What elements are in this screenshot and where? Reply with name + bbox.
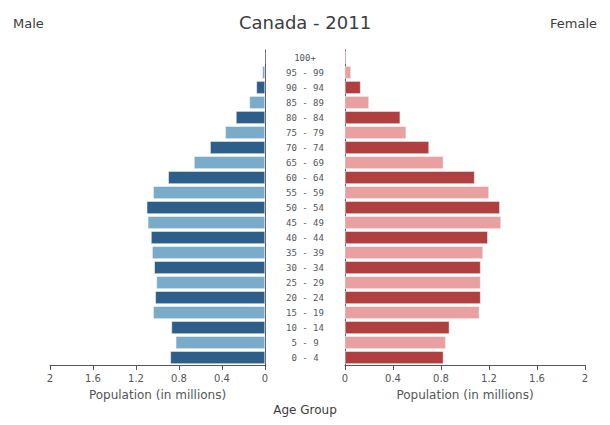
svg-text:Population (in millions): Population (in millions)	[396, 388, 533, 402]
svg-text:35 - 39: 35 - 39	[286, 248, 324, 258]
svg-text:60 - 64: 60 - 64	[286, 173, 324, 183]
svg-text:Canada - 2011: Canada - 2011	[239, 12, 371, 33]
svg-text:75 - 79: 75 - 79	[286, 128, 324, 138]
svg-text:5 - 9: 5 - 9	[291, 338, 318, 348]
svg-text:1.6: 1.6	[529, 373, 545, 384]
svg-text:10 - 14: 10 - 14	[286, 323, 324, 333]
svg-text:0.4: 0.4	[385, 373, 401, 384]
svg-text:0.4: 0.4	[214, 373, 230, 384]
svg-text:1.6: 1.6	[85, 373, 101, 384]
svg-text:50 - 54: 50 - 54	[286, 203, 324, 213]
svg-text:90 - 94: 90 - 94	[286, 83, 324, 93]
svg-text:100+: 100+	[294, 53, 316, 63]
svg-text:Male: Male	[13, 16, 44, 31]
svg-text:55 - 59: 55 - 59	[286, 188, 324, 198]
svg-text:0: 0	[342, 373, 348, 384]
svg-text:0 - 4: 0 - 4	[291, 353, 318, 363]
svg-text:20 - 24: 20 - 24	[286, 293, 324, 303]
svg-text:0: 0	[262, 373, 268, 384]
svg-text:40 - 44: 40 - 44	[286, 233, 324, 243]
svg-text:15 - 19: 15 - 19	[286, 308, 324, 318]
svg-text:Female: Female	[550, 16, 597, 31]
svg-text:2: 2	[582, 373, 588, 384]
svg-text:70 - 74: 70 - 74	[286, 143, 324, 153]
svg-text:2: 2	[47, 373, 53, 384]
svg-text:80 - 84: 80 - 84	[286, 113, 324, 123]
svg-text:1.2: 1.2	[481, 373, 497, 384]
svg-text:0.8: 0.8	[433, 373, 449, 384]
svg-text:85 - 89: 85 - 89	[286, 98, 324, 108]
svg-text:30 - 34: 30 - 34	[286, 263, 324, 273]
svg-text:Population (in millions): Population (in millions)	[89, 388, 226, 402]
svg-text:0.8: 0.8	[171, 373, 187, 384]
svg-text:Age Group: Age Group	[273, 403, 337, 417]
svg-text:45 - 49: 45 - 49	[286, 218, 324, 228]
svg-text:1.2: 1.2	[128, 373, 144, 384]
svg-text:65 - 69: 65 - 69	[286, 158, 324, 168]
svg-text:95 - 99: 95 - 99	[286, 68, 324, 78]
svg-text:25 - 29: 25 - 29	[286, 278, 324, 288]
